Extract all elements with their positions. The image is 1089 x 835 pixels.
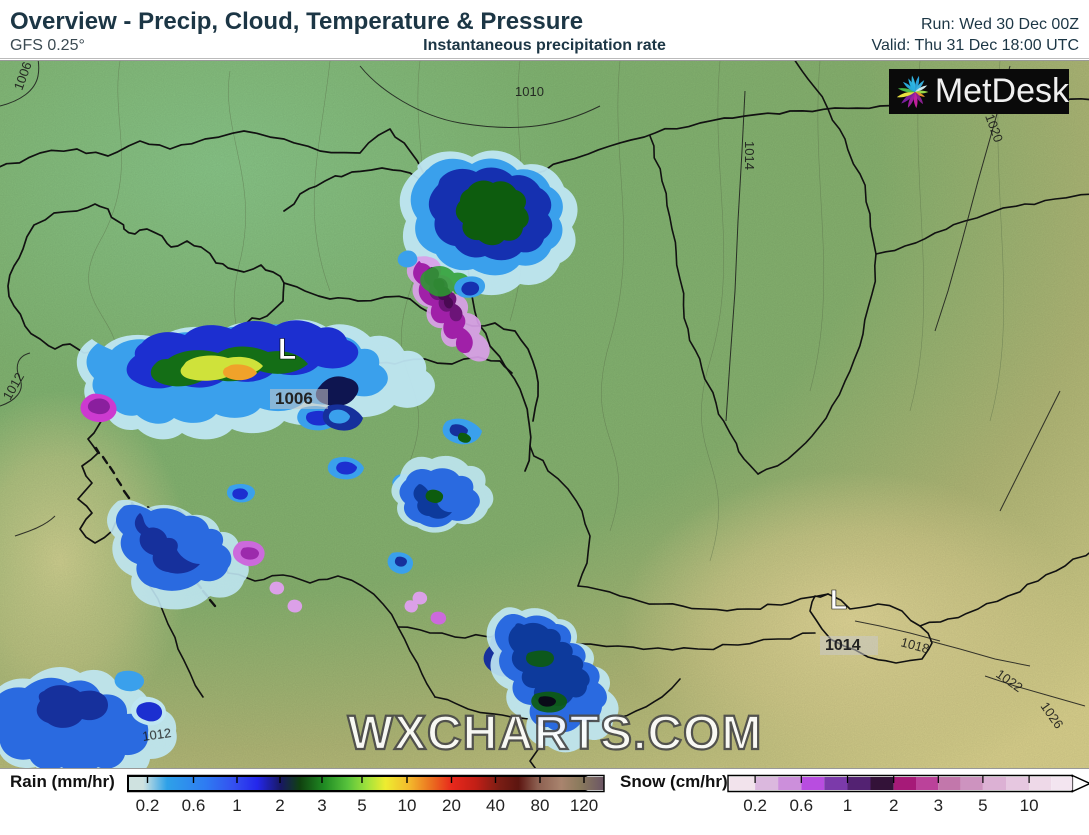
svg-text:1014: 1014 xyxy=(742,141,757,170)
svg-text:10: 10 xyxy=(398,796,417,815)
svg-text:5: 5 xyxy=(357,796,366,815)
svg-text:20: 20 xyxy=(442,796,461,815)
svg-text:1: 1 xyxy=(843,796,852,815)
svg-text:1010: 1010 xyxy=(515,84,544,99)
svg-text:40: 40 xyxy=(486,796,505,815)
svg-text:1006: 1006 xyxy=(275,389,313,408)
svg-text:120: 120 xyxy=(570,796,598,815)
svg-text:3: 3 xyxy=(934,796,943,815)
svg-text:0.6: 0.6 xyxy=(182,796,206,815)
svg-text:L: L xyxy=(278,333,296,366)
svg-text:0.6: 0.6 xyxy=(789,796,813,815)
svg-text:10: 10 xyxy=(1020,796,1039,815)
svg-text:0.2: 0.2 xyxy=(136,796,160,815)
svg-text:0.2: 0.2 xyxy=(743,796,767,815)
svg-text:2: 2 xyxy=(275,796,284,815)
svg-text:WXCHARTS.COM: WXCHARTS.COM xyxy=(348,707,763,760)
svg-text:L: L xyxy=(830,584,847,615)
svg-text:2: 2 xyxy=(889,796,898,815)
svg-text:5: 5 xyxy=(978,796,987,815)
svg-text:1014: 1014 xyxy=(825,637,861,654)
svg-text:3: 3 xyxy=(317,796,326,815)
svg-text:1: 1 xyxy=(232,796,241,815)
svg-text:80: 80 xyxy=(531,796,550,815)
